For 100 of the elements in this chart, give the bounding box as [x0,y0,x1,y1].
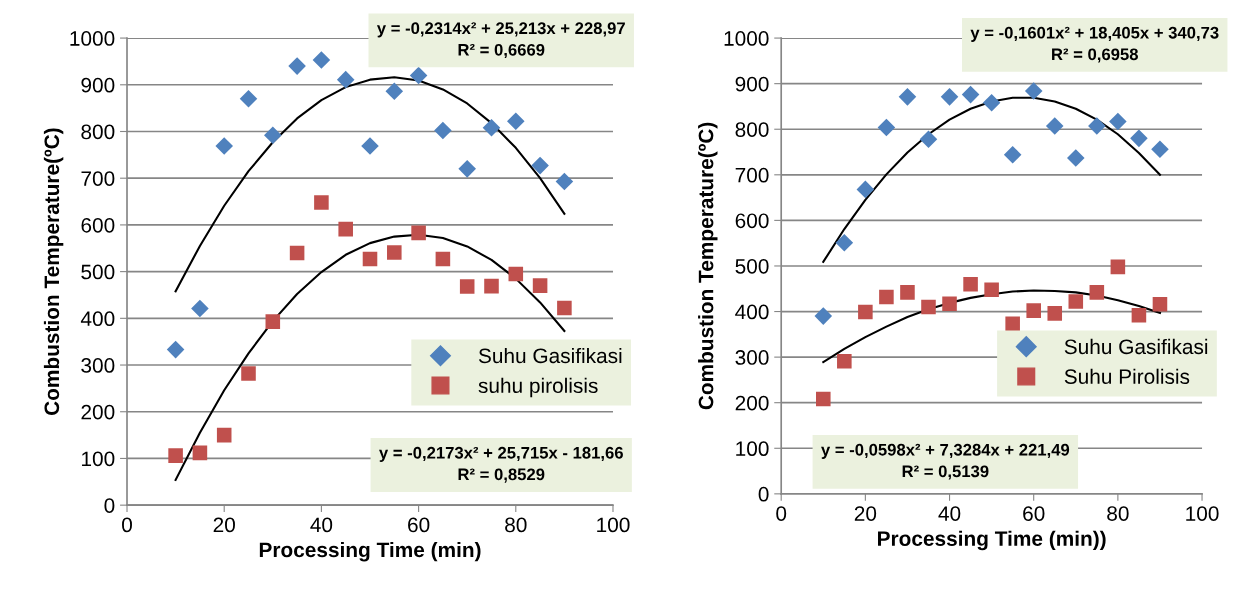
point [531,156,549,175]
point [877,118,896,137]
legend-label: suhu pirolisis [478,377,598,398]
point [264,126,282,145]
point [557,300,572,316]
point [555,172,574,191]
y-tick-label: 900 [81,77,115,93]
point [1130,129,1148,148]
point [336,70,355,89]
point [837,353,852,369]
point [1067,149,1085,167]
point [314,195,329,210]
point [362,251,378,267]
point [215,137,233,155]
point [1068,294,1084,309]
point [458,160,476,178]
y-tick-label: 0 [758,486,769,502]
x-tick-label: 80 [505,517,527,533]
y-tick-label: 100 [82,451,115,467]
y-tick-label: 600 [735,213,769,229]
point [856,180,875,199]
point [1131,307,1147,323]
y-tick-label: 400 [80,311,115,327]
legend-label: Suhu Gasifikasi [478,347,622,364]
point [835,233,854,252]
point [982,94,1001,112]
legend-label: Suhu Gasifikasi [1064,338,1208,355]
point [940,88,959,106]
y-tick-label: 1000 [70,31,115,46]
point [532,278,548,293]
y-tick-label: 800 [735,122,769,137]
point [858,304,873,320]
x-tick-label: 60 [1023,506,1045,521]
y-tick-label: 100 [736,441,769,457]
annotation: y = -0,1601x² + 18,405x + 340,73 R² = 0,6958 [970,26,1219,63]
y-tick-label: 500 [81,264,115,280]
point [879,289,894,305]
point [942,296,957,312]
y-tick-label: 1000 [724,31,769,46]
point [265,314,281,329]
legend-label: Suhu Pirolisis [1064,368,1190,384]
point [1026,303,1041,318]
annotation: y = -0,2314x² + 25,213x + 228,97 R² = 0,6669 [376,22,625,59]
point [1024,82,1043,100]
point [921,299,936,315]
x-tick-label: 20 [854,506,877,521]
x-tick-label: 40 [938,506,961,521]
point [900,285,915,300]
point [482,118,501,137]
point [1089,285,1105,300]
point [385,82,404,101]
point [1109,112,1127,131]
y-tick-label: 400 [735,304,769,320]
point [361,137,379,155]
annotation: y = -0,2173x² + 25,715x - 181,66 R² = 0,8529 [379,446,623,483]
point [984,282,999,297]
point [1151,140,1169,159]
point [168,448,183,463]
y-tick-label: 700 [81,171,115,186]
y-tick-label: 500 [735,258,769,274]
point [919,130,938,149]
point [963,276,978,292]
point [1005,316,1020,332]
x-tick-label: 20 [213,517,235,533]
x-tick-label: 80 [1107,506,1129,521]
point [961,85,980,104]
point [166,340,185,359]
point [312,51,331,69]
x-tick-label: 100 [597,517,630,533]
y-tick-label: 200 [735,395,769,411]
y-tick-label: 200 [81,404,115,420]
point [338,221,353,237]
point [816,391,831,407]
point [508,266,524,282]
point [459,279,475,294]
point [435,251,451,267]
y-axis-title: Combustion Temperature(ºC) [43,128,64,415]
x-axis-title: Processing Time (min) [259,541,481,562]
point [898,88,917,106]
point [192,445,208,461]
x-tick-label: 0 [776,506,787,521]
point [191,299,209,318]
x-tick-label: 100 [1186,506,1219,521]
point [239,90,258,108]
y-tick-label: 800 [81,124,115,140]
y-tick-label: 900 [735,76,769,92]
point [241,366,256,381]
point [411,225,426,241]
point [1003,145,1022,164]
point [507,112,525,130]
point [288,57,306,75]
y-tick-label: 600 [81,217,115,233]
point [216,427,232,443]
annotation: y = -0,0598x² + 7,3284x + 221,49 R² = 0,5139 [821,443,1070,480]
point [387,245,402,260]
point [289,245,305,261]
point [409,66,428,85]
point [484,278,499,294]
point [1047,306,1063,321]
x-axis-title: Processing Time (min)) [878,530,1106,551]
